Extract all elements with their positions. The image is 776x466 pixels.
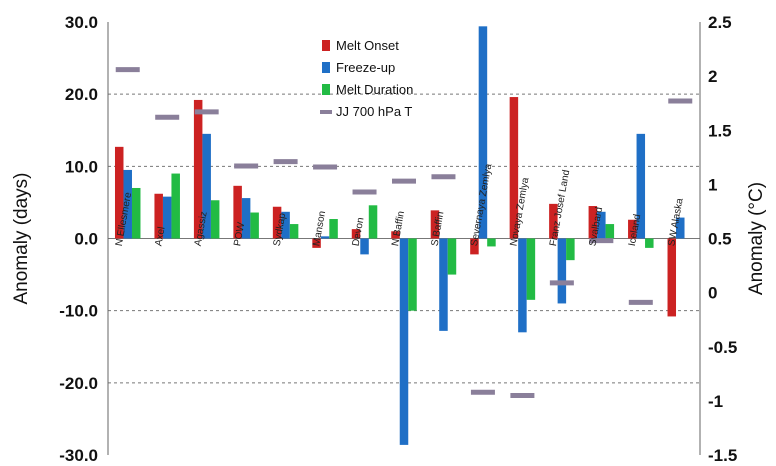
bar-melt-onset	[509, 97, 519, 239]
bar-melt-duration	[250, 212, 259, 239]
y-right-tick-label: -1.5	[708, 446, 737, 465]
bar-melt-onset	[430, 210, 440, 239]
bar-melt-duration	[408, 238, 417, 311]
bar-melt-duration	[605, 224, 615, 239]
legend-swatch	[322, 84, 330, 95]
y-axis-left-title: Anomaly (days)	[11, 173, 32, 305]
legend-label: Melt Onset	[336, 38, 399, 53]
bar-freeze-up	[202, 133, 211, 239]
y-axis-right-title: Anomaly (°C)	[746, 182, 767, 295]
bar-melt-duration	[487, 238, 496, 247]
bar-freeze-up	[241, 198, 251, 239]
y-right-tick-label: 2	[708, 67, 717, 86]
bar-freeze-up	[162, 196, 172, 239]
bar-melt-onset	[667, 238, 677, 317]
bar-melt-duration	[447, 238, 457, 275]
bar-melt-onset	[272, 206, 282, 239]
bar-melt-duration	[131, 187, 141, 239]
legend-label: Freeze-up	[336, 60, 395, 75]
bar-freeze-up	[478, 26, 488, 239]
bar-freeze-up	[123, 169, 132, 239]
bar-melt-onset	[628, 219, 637, 239]
legend-label: Melt Duration	[336, 82, 413, 97]
legend-swatch	[322, 62, 330, 73]
bar-freeze-up	[557, 238, 567, 304]
y-left-tick-label: 30.0	[65, 13, 98, 32]
y-left-tick-label: -30.0	[59, 446, 98, 465]
y-right-tick-label: -1	[708, 392, 723, 411]
bar-melt-duration	[289, 224, 299, 239]
category-label: Axel	[153, 226, 167, 247]
y-right-tick-label: -0.5	[708, 338, 737, 357]
y-left-tick-label: -20.0	[59, 374, 98, 393]
y-right-tick-label: 1.5	[708, 121, 732, 140]
bar-freeze-up	[320, 236, 330, 239]
bar-freeze-up	[360, 238, 369, 255]
bar-melt-onset	[351, 229, 361, 239]
bar-melt-onset	[470, 238, 479, 255]
legend-swatch	[322, 40, 330, 51]
bar-melt-duration	[210, 200, 220, 239]
category-label: Severnaya Zemlya	[469, 163, 494, 247]
y-left-tick-label: 20.0	[65, 85, 98, 104]
bar-freeze-up	[399, 238, 409, 445]
bar-freeze-up	[518, 238, 527, 333]
bar-freeze-up	[636, 133, 646, 239]
category-label: Manson	[311, 210, 328, 247]
category-label: POW	[232, 221, 247, 247]
category-label: Devon	[351, 217, 367, 247]
bar-freeze-up	[597, 211, 606, 239]
y-right-tick-label: 0.5	[708, 230, 732, 249]
bar-melt-duration	[566, 238, 575, 261]
y-right-tick-label: 0	[708, 284, 717, 303]
bar-melt-onset	[154, 193, 163, 239]
bar-group	[114, 26, 685, 445]
y-left-tick-label: -10.0	[59, 302, 98, 321]
bar-freeze-up	[676, 217, 685, 239]
bar-melt-duration	[329, 219, 338, 239]
y-left-tick-label: 10.0	[65, 157, 98, 176]
y-right-tick-label: 1	[708, 175, 717, 194]
bar-melt-onset	[549, 203, 558, 239]
bar-melt-duration	[526, 238, 536, 300]
bar-melt-onset	[391, 231, 400, 239]
temperature-marker-group	[115, 67, 693, 398]
bar-melt-onset	[193, 99, 203, 239]
legend: Melt Onset Freeze-up Melt Duration JJ 700 h…	[320, 38, 413, 119]
bar-melt-onset	[588, 206, 598, 239]
y-right-tick-label: 2.5	[708, 13, 732, 32]
axes: 30.0 20.0 10.0 0.0 -10.0 -20.0 -30.0 2.5 2 1.5 1 0.…	[59, 13, 737, 465]
bar-melt-duration	[171, 173, 180, 239]
bar-freeze-up	[439, 238, 448, 331]
bar-melt-onset	[233, 185, 242, 239]
bar-melt-duration	[645, 238, 654, 248]
bar-melt-duration	[368, 205, 378, 239]
legend-label: JJ 700 hPa T	[336, 104, 412, 119]
bar-melt-onset	[114, 146, 124, 239]
bar-freeze-up	[281, 211, 290, 239]
bar-melt-onset	[312, 238, 321, 248]
y-left-tick-label: 0.0	[74, 230, 98, 249]
